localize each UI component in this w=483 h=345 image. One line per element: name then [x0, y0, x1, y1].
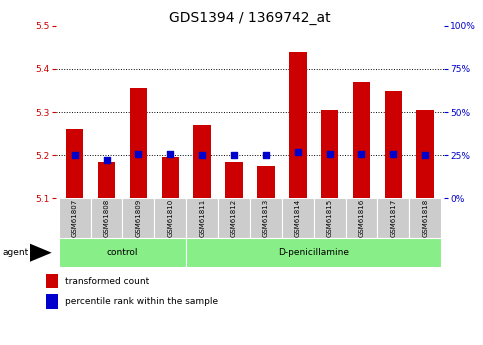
Bar — [313, 198, 345, 238]
Bar — [225, 162, 243, 198]
Text: GSM61812: GSM61812 — [231, 199, 237, 237]
Point — [135, 151, 142, 156]
Text: percentile rank within the sample: percentile rank within the sample — [65, 297, 218, 306]
Title: GDS1394 / 1369742_at: GDS1394 / 1369742_at — [169, 11, 331, 25]
Point — [103, 158, 111, 163]
Text: GSM61817: GSM61817 — [390, 199, 397, 237]
Point — [262, 152, 270, 158]
Bar — [46, 294, 58, 309]
Point — [294, 149, 301, 155]
Bar — [46, 274, 58, 288]
Bar — [193, 125, 211, 198]
Point — [326, 151, 333, 156]
Bar — [289, 52, 307, 198]
Bar — [66, 129, 84, 198]
Bar — [155, 198, 186, 238]
Bar — [98, 162, 115, 198]
Point — [357, 151, 365, 156]
Bar — [59, 238, 186, 267]
Bar — [186, 238, 441, 267]
Text: GSM61808: GSM61808 — [103, 199, 110, 237]
Text: GSM61811: GSM61811 — [199, 199, 205, 237]
Point — [389, 151, 397, 156]
Text: GSM61810: GSM61810 — [167, 199, 173, 237]
Bar — [218, 198, 250, 238]
Point — [71, 152, 79, 158]
Bar — [321, 110, 339, 198]
Text: GSM61818: GSM61818 — [422, 199, 428, 237]
Bar — [59, 198, 91, 238]
Text: control: control — [107, 248, 138, 257]
Text: GSM61809: GSM61809 — [135, 199, 142, 237]
Bar — [186, 198, 218, 238]
Text: transformed count: transformed count — [65, 277, 149, 286]
Bar — [161, 157, 179, 198]
Point — [167, 151, 174, 156]
Bar — [377, 198, 409, 238]
Text: GSM61814: GSM61814 — [295, 199, 301, 237]
Text: GSM61813: GSM61813 — [263, 199, 269, 237]
Bar — [282, 198, 313, 238]
Bar — [416, 110, 434, 198]
Bar — [250, 198, 282, 238]
Text: GSM61815: GSM61815 — [327, 199, 333, 237]
Bar — [123, 198, 155, 238]
Bar — [353, 82, 370, 198]
Text: D-penicillamine: D-penicillamine — [278, 248, 349, 257]
Polygon shape — [30, 244, 52, 262]
Bar — [409, 198, 441, 238]
Point — [199, 152, 206, 158]
Bar — [91, 198, 123, 238]
Bar — [345, 198, 377, 238]
Bar — [129, 88, 147, 198]
Point — [230, 152, 238, 158]
Bar — [257, 166, 275, 198]
Text: GSM61807: GSM61807 — [71, 199, 78, 237]
Text: agent: agent — [2, 248, 28, 257]
Point — [421, 152, 429, 158]
Bar — [384, 91, 402, 198]
Text: GSM61816: GSM61816 — [358, 199, 365, 237]
